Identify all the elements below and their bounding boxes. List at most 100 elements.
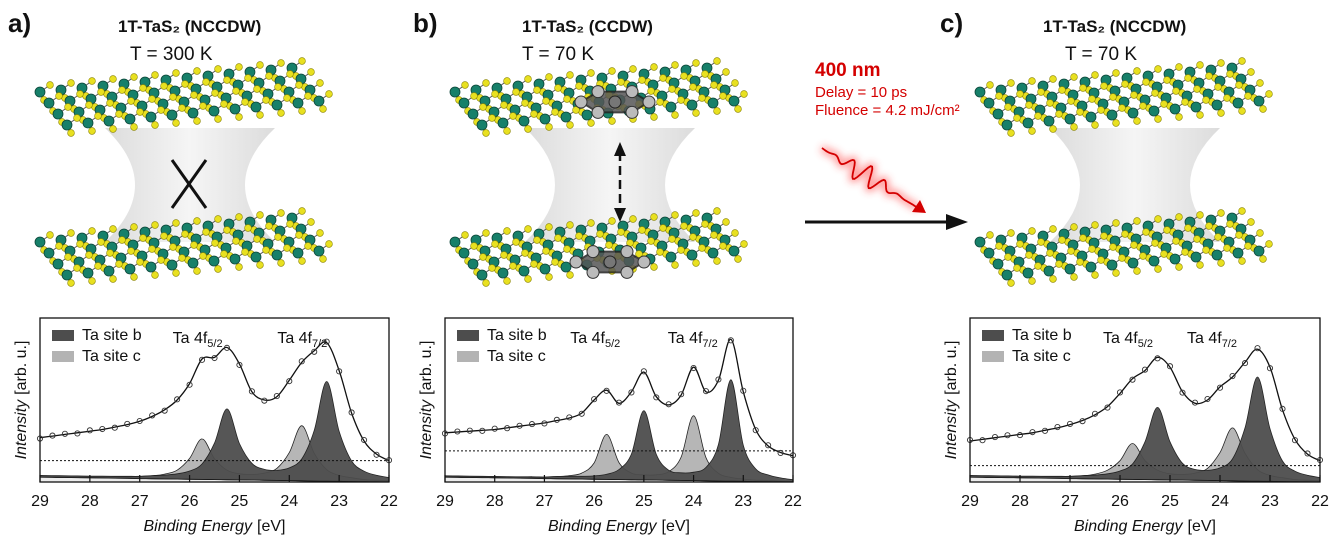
tantalum-atom bbox=[1149, 256, 1159, 266]
y-axis-label-unit: [arb. u.] bbox=[943, 341, 960, 395]
sulfur-atom bbox=[483, 230, 490, 237]
sulfur-atom bbox=[504, 78, 511, 85]
sulfur-atom bbox=[555, 235, 562, 242]
sulfur-atom bbox=[224, 227, 231, 234]
sulfur-atom bbox=[242, 99, 249, 106]
peak-annotation-sub: 7/2 bbox=[312, 338, 327, 350]
sulfur-atom bbox=[95, 263, 102, 270]
tantalum-atom bbox=[1254, 246, 1264, 256]
sulfur-atom bbox=[1266, 91, 1273, 98]
sulfur-atom bbox=[618, 79, 625, 86]
tantalum-atom bbox=[62, 120, 72, 130]
sulfur-atom bbox=[95, 113, 102, 120]
sulfur-atom bbox=[525, 226, 532, 233]
sulfur-atom bbox=[131, 224, 138, 231]
legend-label: Ta site b bbox=[487, 327, 547, 344]
sulfur-atom bbox=[1239, 208, 1246, 215]
cluster-atom bbox=[604, 256, 616, 268]
sulfur-atom bbox=[287, 71, 294, 78]
sulfur-atom bbox=[1071, 224, 1078, 231]
tantalum-atom bbox=[582, 110, 592, 120]
sulfur-atom bbox=[552, 109, 559, 116]
panel-title: 1T-TaS₂ (CCDW) bbox=[522, 17, 653, 36]
tantalum-atom bbox=[459, 98, 469, 108]
measured-point bbox=[641, 369, 646, 374]
tantalum-atom bbox=[1191, 102, 1201, 112]
tantalum-atom bbox=[1170, 254, 1180, 264]
sulfur-atom bbox=[119, 237, 126, 244]
sulfur-atom bbox=[68, 230, 75, 237]
x-tick-label: 25 bbox=[1161, 493, 1179, 510]
sulfur-atom bbox=[1245, 93, 1252, 100]
sulfur-atom bbox=[510, 263, 517, 270]
sulfur-atom bbox=[1047, 100, 1054, 107]
sulfur-atom bbox=[1008, 280, 1015, 287]
sulfur-atom bbox=[657, 249, 664, 256]
tantalum-atom bbox=[729, 246, 739, 256]
x-tick-label: 23 bbox=[734, 493, 752, 510]
sulfur-atom bbox=[170, 94, 177, 101]
tantalum-atom bbox=[293, 248, 303, 258]
sulfur-atom bbox=[525, 276, 532, 283]
sulfur-atom bbox=[1218, 260, 1225, 267]
sulfur-atom bbox=[233, 88, 240, 95]
sulfur-atom bbox=[1206, 223, 1213, 230]
sulfur-atom bbox=[137, 259, 144, 266]
sulfur-atom bbox=[567, 72, 574, 79]
sulfur-atom bbox=[194, 118, 201, 125]
sulfur-atom bbox=[152, 272, 159, 279]
sulfur-atom bbox=[317, 230, 324, 237]
sulfur-atom bbox=[672, 62, 679, 69]
sulfur-atom bbox=[639, 227, 646, 234]
sulfur-atom bbox=[215, 66, 222, 73]
sulfur-atom bbox=[672, 262, 679, 269]
sulfur-atom bbox=[173, 120, 180, 127]
sulfur-atom bbox=[471, 93, 478, 100]
sulfur-atom bbox=[179, 255, 186, 262]
x-axis-label-emphasis: Binding Energy bbox=[548, 518, 658, 535]
sulfur-atom bbox=[513, 89, 520, 96]
sulfur-atom bbox=[1182, 99, 1189, 106]
sulfur-atom bbox=[149, 96, 156, 103]
x-tick-label: 24 bbox=[1211, 493, 1229, 510]
sulfur-atom bbox=[98, 89, 105, 96]
legend-swatch bbox=[457, 330, 479, 341]
sulfur-atom bbox=[320, 256, 327, 263]
pump-wavelength: 400 nm bbox=[815, 60, 880, 81]
x-tick-label: 26 bbox=[1111, 493, 1129, 510]
cluster-atom bbox=[575, 96, 587, 108]
sulfur-atom bbox=[1197, 262, 1204, 269]
sulfur-atom bbox=[179, 105, 186, 112]
sulfur-atom bbox=[1236, 232, 1243, 239]
sulfur-atom bbox=[651, 264, 658, 271]
tantalum-atom bbox=[519, 116, 529, 126]
peak-annotation: Ta 4f5/2 bbox=[1103, 330, 1153, 350]
peak-annotation-sub: 7/2 bbox=[702, 338, 717, 350]
sulfur-atom bbox=[86, 252, 93, 259]
x-tick-label: 23 bbox=[330, 493, 348, 510]
sulfur-atom bbox=[296, 82, 303, 89]
y-axis-label-emphasis: Intensity bbox=[13, 399, 30, 460]
sulfur-atom bbox=[182, 231, 189, 238]
sulfur-atom bbox=[639, 77, 646, 84]
peak-annotation-sub: 5/2 bbox=[605, 338, 620, 350]
sulfur-atom bbox=[489, 265, 496, 272]
sulfur-atom bbox=[278, 110, 285, 117]
tantalum-atom bbox=[561, 112, 571, 122]
component-area bbox=[970, 377, 1320, 482]
sulfur-atom bbox=[221, 251, 228, 258]
sulfur-atom bbox=[131, 124, 138, 131]
sulfur-atom bbox=[1182, 249, 1189, 256]
legend-swatch bbox=[457, 351, 479, 362]
sulfur-atom bbox=[107, 100, 114, 107]
sulfur-atom bbox=[56, 93, 63, 100]
tantalum-atom bbox=[1023, 118, 1033, 128]
sulfur-atom bbox=[714, 258, 721, 265]
sulfur-atom bbox=[326, 241, 333, 248]
sulfur-atom bbox=[191, 242, 198, 249]
sulfur-atom bbox=[161, 233, 168, 240]
y-axis-label: Intensity[arb. u.] bbox=[418, 341, 435, 460]
sulfur-atom bbox=[152, 122, 159, 129]
sulfur-atom bbox=[1017, 241, 1024, 248]
cluster-atom bbox=[621, 246, 633, 258]
